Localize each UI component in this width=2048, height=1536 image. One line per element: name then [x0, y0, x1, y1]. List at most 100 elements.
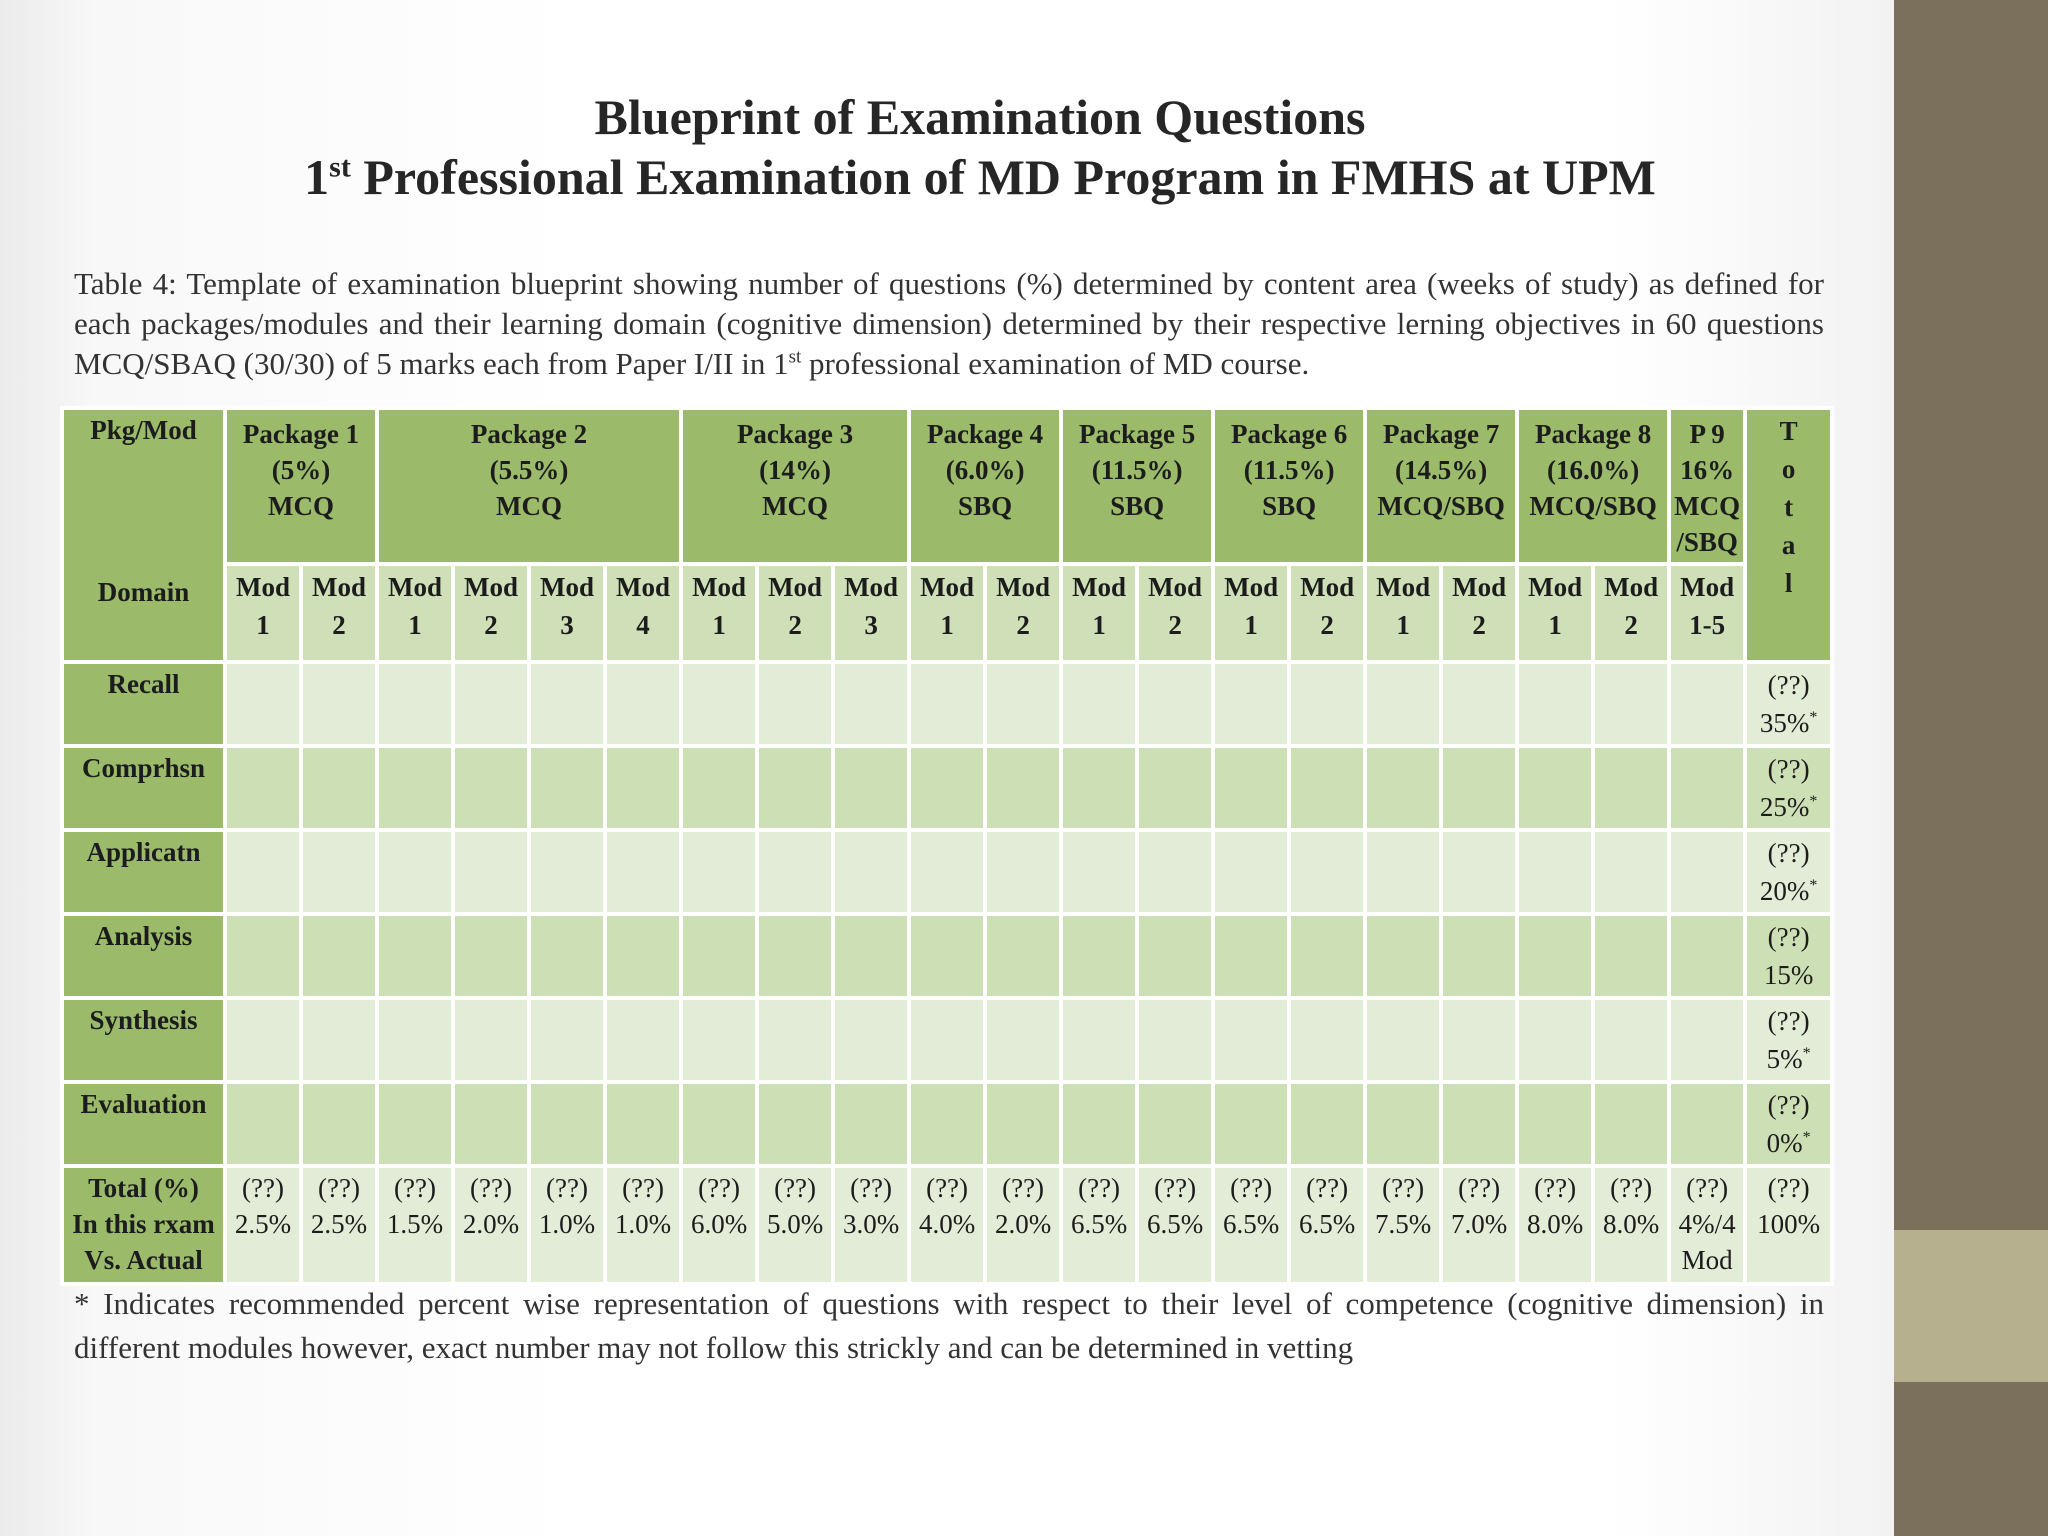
blank-cell: [1363, 996, 1444, 1084]
blank-cell: [1059, 1080, 1140, 1168]
total-row: Total (%) In this rxam Vs. Actual (??) 2.5%(…: [60, 1164, 1835, 1286]
blank-cell: [1439, 1080, 1520, 1168]
blank-cell: [1363, 660, 1444, 748]
blank-cell: [1287, 744, 1368, 832]
package-header: Package 5 (11.5%) SBQ: [1059, 406, 1216, 566]
module-header: Mod 2: [1591, 562, 1672, 664]
module-header: Mod 1-5: [1667, 562, 1748, 664]
blank-cell: [375, 1080, 456, 1168]
domain-row: Evaluation (??) 0%*: [60, 1080, 1835, 1168]
blank-cell: [679, 1080, 760, 1168]
blank-cell: [1287, 996, 1368, 1084]
blank-cell: [298, 996, 380, 1084]
blank-cell: [223, 744, 303, 832]
blank-cell: [451, 660, 532, 748]
blank-cell: [1287, 1080, 1368, 1168]
total-value-cell: (??) 6.5%: [1211, 1164, 1292, 1286]
total-value-cell: (??) 1.0%: [527, 1164, 608, 1286]
blank-cell: [755, 1080, 836, 1168]
blank-cell: [983, 660, 1064, 748]
blank-cell: [1059, 912, 1140, 1000]
blank-cell: [1515, 660, 1596, 748]
domain-row: Applicatn (??) 20%*: [60, 828, 1835, 916]
blank-cell: [1363, 828, 1444, 916]
blank-cell: [603, 828, 684, 916]
blank-cell: [755, 660, 836, 748]
total-value-cell: (??) 6.0%: [679, 1164, 760, 1286]
blank-cell: [831, 828, 912, 916]
total-value-cell: (??) 6.5%: [1059, 1164, 1140, 1286]
blank-cell: [375, 660, 456, 748]
domain-label-cell: Recall: [60, 660, 227, 748]
module-header: Mod 2: [451, 562, 532, 664]
blank-cell: [1667, 744, 1748, 832]
module-header: Mod 2: [298, 562, 380, 664]
module-header: Mod 2: [1439, 562, 1520, 664]
blank-cell: [679, 828, 760, 916]
package-header: Package 1 (5%) MCQ: [222, 406, 380, 566]
blank-cell: [1591, 744, 1672, 832]
module-header: Mod 4: [603, 562, 684, 664]
total-value-cell: (??) 7.0%: [1439, 1164, 1520, 1286]
blank-cell: [1135, 996, 1216, 1084]
blank-cell: [1591, 1080, 1672, 1168]
blank-cell: [1591, 912, 1672, 1000]
blank-cell: [831, 1080, 912, 1168]
blank-cell: [1591, 660, 1672, 748]
blank-cell: [1287, 660, 1368, 748]
package-header: Package 4 (6.0%) SBQ: [907, 406, 1064, 566]
module-header: Mod 3: [831, 562, 912, 664]
blank-cell: [983, 744, 1064, 832]
blank-cell: [983, 828, 1064, 916]
blank-cell: [223, 912, 303, 1000]
blank-cell: [1135, 1080, 1216, 1168]
blank-cell: [679, 912, 760, 1000]
blank-cell: [527, 828, 608, 916]
blank-cell: [1667, 828, 1748, 916]
blank-cell: [1439, 744, 1520, 832]
domain-total-cell: (??) 25%*: [1743, 744, 1835, 832]
blank-cell: [679, 660, 760, 748]
total-value-cell: (??) 2.5%: [223, 1164, 303, 1286]
domain-total-cell: (??) 0%*: [1743, 1080, 1835, 1168]
domain-label: Domain: [97, 577, 190, 607]
blank-cell: [1439, 660, 1520, 748]
blank-cell: [375, 912, 456, 1000]
blank-cell: [983, 996, 1064, 1084]
blank-cell: [603, 744, 684, 832]
table-caption: Table 4: Template of examination bluepri…: [74, 266, 1824, 381]
domain-row: Analysis (??) 15%: [60, 912, 1835, 1000]
package-header: Package 7 (14.5%) MCQ/SBQ: [1363, 406, 1520, 566]
blank-cell: [375, 996, 456, 1084]
blank-cell: [375, 828, 456, 916]
blank-cell: [907, 1080, 988, 1168]
blank-cell: [527, 912, 608, 1000]
blank-cell: [223, 1080, 303, 1168]
total-value-cell: (??) 1.5%: [375, 1164, 456, 1286]
module-header-row: Mod 1 Mod 2 Mod 1 Mod 2 Mod 3 Mod 4 Mod 1 Mod 2 Mod 3 Mod 1…: [62, 562, 1832, 664]
total-value-cell: (??) 4%/4 Mod: [1667, 1164, 1748, 1286]
blank-cell: [1591, 828, 1672, 916]
blank-cell: [223, 996, 303, 1084]
blank-cell: [831, 996, 912, 1084]
package-header: Package 2 (5.5%) MCQ: [375, 406, 684, 566]
blank-cell: [451, 1080, 532, 1168]
blank-cell: [298, 744, 380, 832]
package-header: Package 6 (11.5%) SBQ: [1211, 406, 1368, 566]
total-value-cell: (??) 8.0%: [1515, 1164, 1596, 1286]
blank-cell: [1059, 996, 1140, 1084]
blank-cell: [603, 1080, 684, 1168]
blank-cell: [907, 828, 988, 916]
blank-cell: [831, 912, 912, 1000]
module-header: Mod 1: [223, 562, 303, 664]
module-header: Mod 1: [375, 562, 456, 664]
domain-total-cell: (??) 35%*: [1743, 660, 1835, 748]
blank-cell: [1211, 744, 1292, 832]
blank-cell: [1667, 996, 1748, 1084]
blank-cell: [451, 828, 532, 916]
blank-cell: [755, 744, 836, 832]
blank-cell: [831, 744, 912, 832]
blank-cell: [907, 660, 988, 748]
blank-cell: [298, 1080, 380, 1168]
blank-cell: [907, 912, 988, 1000]
